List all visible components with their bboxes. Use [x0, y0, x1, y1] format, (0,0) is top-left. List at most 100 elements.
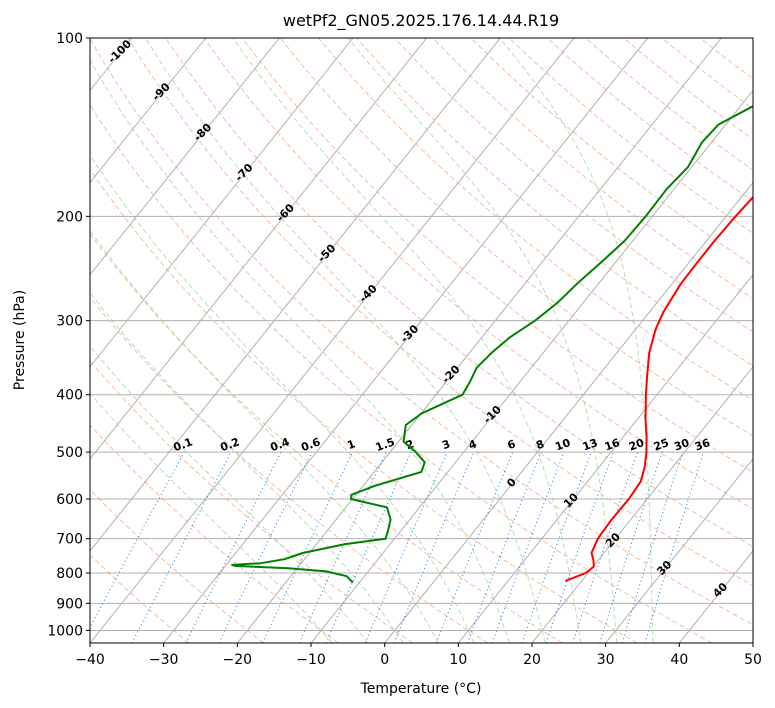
mixing-ratio-line [218, 451, 313, 643]
mixing-ratio-label: 3 [440, 437, 452, 452]
x-tick-label: −10 [296, 652, 326, 668]
mixing-ratio-label: 6 [506, 437, 518, 452]
dry-adiabat [90, 554, 190, 643]
y-tick-label: 1000 [47, 623, 83, 639]
mixing-ratio-label: 0.2 [219, 435, 242, 454]
x-tick-label: 10 [449, 652, 467, 668]
isotherm-line [384, 181, 753, 643]
moist-adiabat [145, 38, 546, 643]
isotherm-line [90, 38, 207, 184]
y-tick-label: 400 [56, 388, 83, 404]
dry-adiabat [90, 104, 712, 643]
moist-adiabat [232, 38, 582, 643]
dry-adiabat [90, 424, 339, 643]
dry-adiabat [90, 296, 488, 643]
mixing-ratio-label: 20 [627, 436, 646, 454]
mixing-ratio-line [435, 451, 514, 643]
mixing-ratio-line [599, 451, 663, 643]
plot-frame [89, 37, 754, 644]
mixing-ratio-label: 1.5 [374, 435, 397, 454]
mixing-ratio-line [621, 451, 684, 643]
y-tick-label: 900 [56, 596, 83, 612]
y-axis-ticks: 100 200 300 400 500 600 700 800 900 1000 [47, 31, 90, 639]
moist-adiabat [499, 38, 654, 643]
dry-adiabat [90, 360, 414, 643]
dry-adiabat [394, 38, 753, 333]
isotherm-line [90, 38, 280, 276]
y-tick-label: 600 [56, 492, 83, 508]
dry-adiabat [318, 38, 753, 402]
mixing-ratio-line [393, 451, 475, 643]
mixing-ratio-label: 10 [553, 436, 572, 454]
x-tick-label: −40 [75, 652, 105, 668]
isotherm-line [531, 365, 753, 643]
dry-adiabat [165, 38, 753, 548]
dry-adiabat [203, 38, 753, 510]
mixing-ratio-line [262, 451, 353, 643]
dry-adiabat [279, 38, 753, 437]
profile-series [231, 105, 753, 584]
dry-adiabat [699, 38, 753, 80]
dewpoint-profile-line [231, 105, 753, 584]
x-tick-label: 40 [670, 652, 688, 668]
x-tick-label: 0 [380, 652, 389, 668]
dry-adiabat [90, 488, 264, 643]
x-tick-label: −30 [149, 652, 179, 668]
moist-adiabat [90, 154, 475, 643]
mixing-ratio-label: 30 [672, 436, 691, 454]
x-tick-label: −20 [223, 652, 253, 668]
moist-adiabat [90, 292, 404, 643]
isotherm-line [90, 38, 575, 643]
isotherm-line [678, 550, 753, 643]
mixing-ratio-line [325, 451, 412, 643]
dry-adiabat [241, 38, 753, 473]
line-annotations: 0.1 0.2 0.4 0.6 1 1.5 2 3 4 6 8 10 13 16 20 25 30 36-100-… [105, 37, 730, 600]
plot-area: 0.1 0.2 0.4 0.6 1 1.5 2 3 4 6 8 10 13 16 20 25 30 36-100-… [90, 37, 753, 643]
isotherm-label: -100 [105, 37, 134, 66]
moist-adiabat [90, 229, 439, 643]
y-axis-label: Pressure (hPa) [12, 290, 28, 390]
moist-adiabat [90, 345, 369, 643]
mixing-ratio-label: 13 [581, 436, 600, 453]
temperature-profile-line [565, 195, 753, 582]
dry-adiabat [90, 232, 563, 643]
mixing-ratio-line [644, 451, 705, 643]
x-tick-label: 30 [597, 652, 615, 668]
mixing-ratio-label: 2 [404, 437, 416, 452]
x-tick-label: 20 [523, 652, 541, 668]
mixing-ratio-line [545, 451, 614, 643]
mixing-ratio-label: 8 [534, 437, 546, 452]
x-axis-label: Temperature (°C) [360, 681, 482, 697]
isotherm-line [90, 38, 501, 552]
moist-adiabats [90, 38, 654, 643]
dry-adiabat [432, 38, 753, 299]
moist-adiabat [90, 392, 333, 643]
mixing-ratio-line [521, 451, 592, 643]
dry-adiabats [90, 38, 753, 643]
mixing-ratio-label: 4 [467, 437, 479, 452]
mixing-ratio-label: 1 [345, 437, 357, 452]
isotherm-line [457, 273, 753, 643]
y-tick-label: 800 [56, 566, 83, 582]
mixing-ratio-label: 0.6 [299, 435, 322, 454]
mixing-ratio-label: 25 [652, 436, 671, 453]
skewed-isotherms [90, 38, 753, 643]
dry-adiabat [470, 38, 753, 267]
mixing-ratio-line [298, 451, 387, 643]
x-axis-ticks: −40 −30 −20 −10 0 10 20 30 40 50 [75, 643, 762, 668]
isotherm-line [605, 458, 753, 643]
dry-adiabat [508, 38, 753, 234]
x-tick-label: 50 [744, 652, 762, 668]
mixing-ratio-line [364, 451, 448, 643]
dry-adiabat [585, 38, 753, 171]
y-tick-label: 200 [56, 209, 83, 225]
chart-title: wetPf2_GN05.2025.176.14.44.R19 [283, 11, 559, 31]
isotherm-line [90, 38, 354, 368]
y-tick-label: 500 [56, 445, 83, 461]
y-tick-label: 100 [56, 31, 83, 47]
y-tick-label: 700 [56, 532, 83, 548]
isotherm-line [752, 642, 753, 643]
isotherm-line [310, 89, 753, 643]
mixing-ratio-label: 0.4 [269, 435, 292, 454]
